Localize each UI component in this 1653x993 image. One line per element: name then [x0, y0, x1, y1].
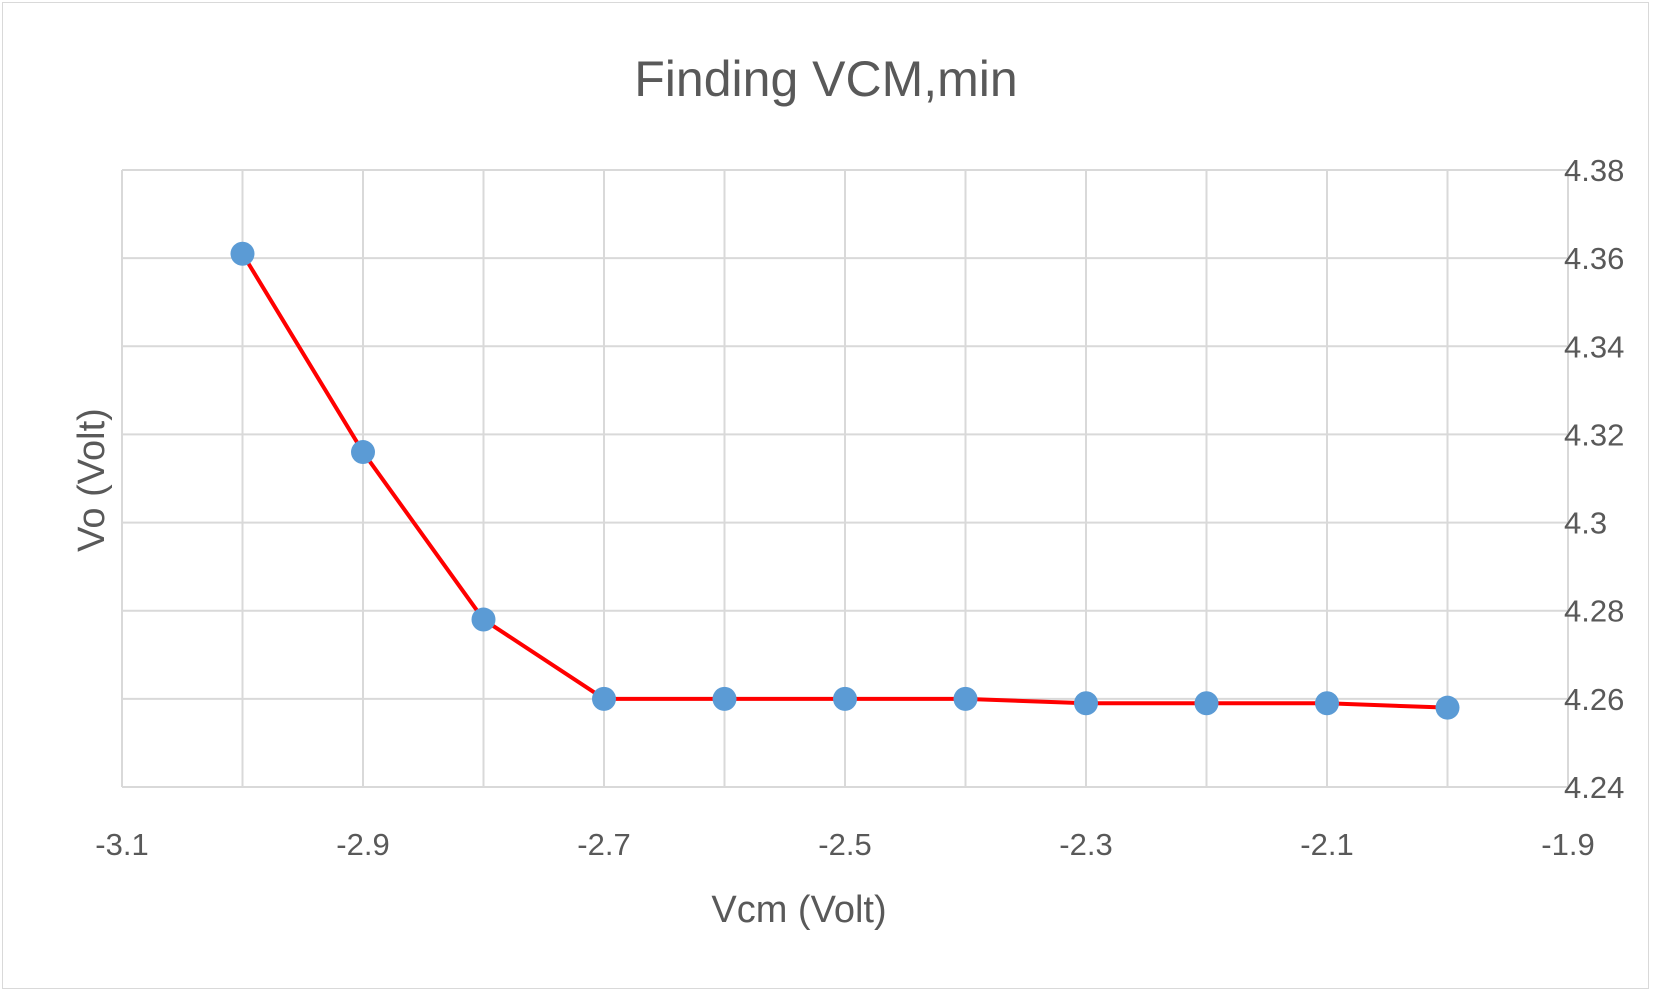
y-tick-label: 4.24 — [1564, 770, 1624, 805]
data-point — [351, 440, 375, 465]
x-tick-label: -1.9 — [1541, 827, 1594, 862]
tick-labels: 4.24 4.26 4.28 4.3 4.32 4.34 4.36 4.38 -3.1 -2.9 -… — [95, 153, 1624, 862]
data-point — [471, 607, 496, 632]
data-point — [833, 686, 857, 711]
data-point — [712, 686, 737, 711]
y-tick-label: 4.38 — [1564, 153, 1624, 188]
x-tick-label: -3.1 — [95, 827, 148, 862]
x-tick-label: -2.9 — [336, 827, 389, 862]
y-tick-label: 4.26 — [1564, 682, 1624, 717]
chart-title: Finding VCM,min — [634, 51, 1017, 107]
data-point — [1074, 691, 1098, 716]
data-series — [230, 241, 1460, 720]
y-tick-label: 4.36 — [1564, 241, 1624, 276]
x-tick-label: -2.7 — [577, 827, 630, 862]
y-tick-label: 4.3 — [1564, 506, 1607, 541]
x-tick-label: -2.5 — [818, 827, 871, 862]
data-point — [953, 686, 978, 711]
y-tick-label: 4.34 — [1564, 329, 1624, 364]
gridlines — [121, 169, 1569, 788]
x-tick-label: -2.3 — [1059, 827, 1112, 862]
y-tick-label: 4.28 — [1564, 594, 1624, 629]
data-point — [230, 241, 255, 266]
data-point — [592, 686, 616, 711]
data-point — [1194, 691, 1219, 716]
data-point — [1435, 695, 1460, 720]
x-tick-label: -2.1 — [1300, 827, 1353, 862]
y-tick-label: 4.32 — [1564, 417, 1624, 452]
x-axis-title: Vcm (Volt) — [711, 889, 886, 931]
data-point — [1315, 691, 1339, 716]
y-axis-title: Vo (Volt) — [71, 408, 113, 552]
